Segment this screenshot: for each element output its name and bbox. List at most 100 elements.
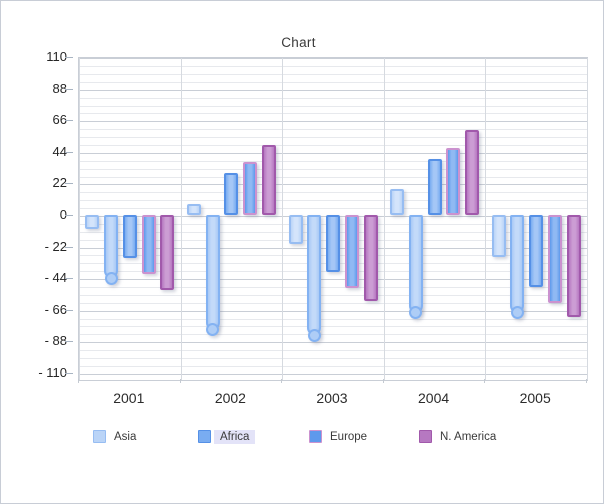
x-tick-mark [281, 379, 282, 383]
minor-gridline [79, 334, 587, 336]
y-tick-label: - 88 [44, 333, 67, 349]
legend-swatch [419, 430, 432, 443]
x-tick-mark [383, 379, 384, 383]
bar-europe-2001[interactable] [141, 215, 156, 274]
category-separator [384, 58, 385, 380]
minor-gridline [79, 160, 587, 162]
legend: Asia Africa Europe N. America [1, 429, 603, 449]
legend-item-europe[interactable]: Europe [309, 429, 409, 447]
bar-asia-2003[interactable] [288, 215, 303, 244]
bar-asia-2005[interactable] [491, 215, 506, 257]
legend-swatch [93, 430, 106, 443]
y-tick-label: 22 [52, 175, 67, 191]
bar-europe-2004[interactable] [446, 147, 461, 215]
major-gridline [79, 89, 587, 91]
bar-europe-2005[interactable] [547, 215, 562, 303]
minor-gridline [79, 176, 587, 178]
major-gridline [79, 58, 587, 60]
x-tick-mark [180, 379, 181, 383]
major-gridline [79, 279, 587, 281]
bar-end-marker [206, 323, 220, 337]
bar-n-america-2004[interactable] [465, 130, 480, 215]
category-separator [79, 58, 80, 380]
category-separator [282, 58, 283, 380]
y-tick-label: - 44 [44, 270, 67, 286]
bar-europe-2003[interactable] [344, 215, 359, 289]
minor-gridline [79, 137, 587, 139]
y-tick-label: - 22 [44, 238, 67, 254]
x-tick-mark [484, 379, 485, 383]
legend-label: Asia [114, 431, 137, 443]
y-tick-mark [65, 246, 73, 248]
major-gridline [79, 310, 587, 312]
legend-label: N. America [440, 431, 497, 443]
bar-africa-2003[interactable] [326, 215, 340, 273]
y-tick-mark [65, 151, 73, 153]
bar-series2-2005[interactable] [510, 215, 525, 313]
y-tick-mark [65, 88, 73, 90]
bar-series2-2004[interactable] [408, 215, 423, 313]
y-tick-label: 0 [59, 207, 67, 222]
minor-gridline [79, 105, 587, 107]
x-category-label-2001: 2001 [113, 390, 145, 406]
minor-gridline [79, 129, 587, 131]
bar-asia-2001[interactable] [85, 215, 100, 230]
bar-end-marker [307, 328, 321, 342]
bar-africa-2004[interactable] [427, 159, 442, 215]
bar-series2-2002[interactable] [205, 215, 220, 330]
minor-gridline [79, 302, 587, 304]
y-tick-label: - 110 [38, 364, 67, 380]
legend-item-n-america[interactable]: N. America [419, 429, 519, 447]
major-gridline [79, 373, 587, 375]
y-tick-label: 88 [52, 80, 67, 96]
legend-item-africa[interactable]: Africa [198, 429, 298, 447]
x-tick-mark [586, 379, 587, 383]
major-gridline [79, 342, 587, 344]
y-tick-mark [65, 215, 73, 216]
minor-gridline [79, 294, 587, 296]
category-separator [485, 58, 486, 380]
bar-n-america-2003[interactable] [363, 215, 378, 302]
minor-gridline [79, 208, 587, 210]
bar-asia-2004[interactable] [390, 189, 405, 215]
minor-gridline [79, 350, 587, 352]
bar-series2-2001[interactable] [104, 215, 119, 279]
minor-gridline [79, 144, 587, 146]
bar-end-marker [409, 306, 423, 320]
y-tick-mark [65, 278, 73, 280]
bar-n-america-2002[interactable] [261, 144, 276, 215]
minor-gridline [79, 113, 587, 115]
minor-gridline [79, 97, 587, 99]
x-category-label-2002: 2002 [214, 390, 246, 406]
legend-label: Europe [330, 431, 368, 443]
bar-africa-2001[interactable] [122, 215, 137, 259]
major-gridline [79, 184, 587, 186]
bar-end-marker [510, 306, 524, 320]
bar-africa-2005[interactable] [529, 215, 544, 287]
legend-item-asia[interactable]: Asia [93, 429, 193, 447]
bar-end-marker [104, 271, 118, 285]
y-tick-mark [65, 341, 73, 343]
x-category-label-2003: 2003 [316, 390, 348, 406]
minor-gridline [79, 365, 587, 367]
y-tick-mark [65, 183, 73, 185]
minor-gridline [79, 318, 587, 320]
bar-n-america-2005[interactable] [566, 215, 581, 317]
major-gridline [79, 152, 587, 154]
y-tick-label: 44 [52, 143, 67, 159]
legend-swatch [198, 430, 211, 443]
minor-gridline [79, 81, 587, 83]
y-tick-mark [65, 372, 73, 374]
bar-asia-2002[interactable] [186, 203, 201, 215]
y-tick-label: 66 [52, 112, 67, 128]
bar-africa-2002[interactable] [224, 173, 239, 215]
bar-series2-2003[interactable] [307, 215, 322, 336]
y-tick-mark [65, 120, 73, 122]
minor-gridline [79, 73, 587, 75]
minor-gridline [79, 168, 587, 170]
category-separator [587, 58, 588, 380]
minor-gridline [79, 66, 587, 68]
bar-europe-2002[interactable] [243, 161, 258, 215]
bar-n-america-2001[interactable] [160, 215, 175, 290]
